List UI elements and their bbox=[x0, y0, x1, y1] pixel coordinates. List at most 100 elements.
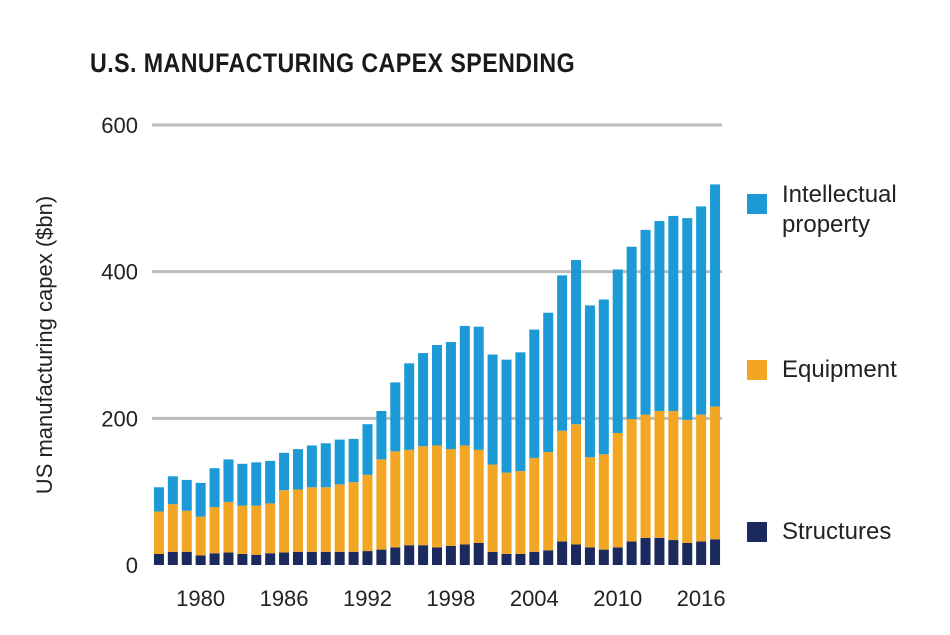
bar-structures-1980 bbox=[195, 555, 206, 565]
chart-title: U.S. MANUFACTURING CAPEX SPENDING bbox=[90, 48, 576, 78]
bar-intellectual-property-1999 bbox=[459, 325, 470, 446]
y-tick-label-400: 400 bbox=[101, 260, 138, 285]
bar-intellectual-property-2007 bbox=[571, 259, 582, 425]
bar-structures-2000 bbox=[473, 543, 484, 565]
bar-intellectual-property-1989 bbox=[320, 443, 331, 488]
bar-equipment-2013 bbox=[654, 411, 665, 538]
bar-intellectual-property-1995 bbox=[404, 363, 415, 450]
bar-equipment-2007 bbox=[571, 424, 582, 545]
bar-structures-2007 bbox=[571, 544, 582, 565]
bar-intellectual-property-1979 bbox=[181, 479, 192, 511]
bar-equipment-1993 bbox=[376, 459, 387, 550]
bar-structures-1994 bbox=[390, 547, 401, 565]
bar-intellectual-property-1977 bbox=[153, 487, 164, 512]
bar-intellectual-property-1991 bbox=[348, 438, 359, 483]
bar-intellectual-property-1997 bbox=[432, 345, 443, 446]
bar-structures-1978 bbox=[167, 551, 178, 565]
bar-equipment-2003 bbox=[515, 471, 526, 554]
bar-structures-2008 bbox=[584, 547, 595, 565]
bar-structures-1983 bbox=[237, 554, 248, 565]
bar-equipment-2010 bbox=[612, 433, 623, 548]
bar-equipment-2016 bbox=[696, 414, 707, 542]
bar-intellectual-property-2011 bbox=[626, 246, 637, 420]
bar-equipment-2012 bbox=[640, 414, 651, 538]
bar-intellectual-property-2004 bbox=[529, 329, 540, 458]
bar-intellectual-property-1980 bbox=[195, 482, 206, 517]
bar-equipment-1999 bbox=[459, 445, 470, 545]
y-axis-ticks: 0 200 400 600 bbox=[101, 113, 138, 578]
x-tick-label-1986: 1986 bbox=[260, 586, 309, 611]
bar-structures-2012 bbox=[640, 537, 651, 565]
bar-equipment-2006 bbox=[557, 430, 568, 542]
bar-structures-2006 bbox=[557, 541, 568, 565]
bar-structures-1982 bbox=[223, 552, 234, 565]
bar-intellectual-property-1981 bbox=[209, 468, 220, 508]
bar-equipment-1997 bbox=[432, 445, 443, 548]
bar-intellectual-property-1994 bbox=[390, 382, 401, 452]
bar-structures-1985 bbox=[265, 553, 276, 565]
bar-intellectual-property-2006 bbox=[557, 275, 568, 431]
bar-intellectual-property-2001 bbox=[487, 354, 498, 465]
bar-intellectual-property-2016 bbox=[696, 206, 707, 415]
bar-intellectual-property-1988 bbox=[306, 445, 317, 488]
bar-equipment-2014 bbox=[668, 411, 679, 541]
bar-structures-2005 bbox=[543, 550, 554, 565]
bar-structures-1999 bbox=[459, 544, 470, 565]
bar-equipment-2005 bbox=[543, 452, 554, 551]
bar-equipment-1986 bbox=[279, 490, 290, 553]
bar-intellectual-property-2010 bbox=[612, 269, 623, 433]
bar-structures-1986 bbox=[279, 552, 290, 565]
bar-structures-1990 bbox=[334, 551, 345, 565]
bar-structures-2003 bbox=[515, 554, 526, 565]
bar-intellectual-property-2005 bbox=[543, 312, 554, 453]
bar-intellectual-property-1985 bbox=[265, 460, 276, 504]
bar-intellectual-property-2009 bbox=[598, 299, 609, 455]
bar-equipment-2009 bbox=[598, 454, 609, 550]
bar-equipment-2015 bbox=[682, 419, 693, 543]
bar-structures-1992 bbox=[362, 551, 373, 565]
bar-structures-1993 bbox=[376, 549, 387, 565]
bar-structures-1988 bbox=[306, 551, 317, 565]
bar-equipment-1978 bbox=[167, 504, 178, 552]
bar-structures-2009 bbox=[598, 549, 609, 565]
bar-equipment-1983 bbox=[237, 505, 248, 554]
legend-swatch-structures bbox=[747, 522, 767, 542]
bar-intellectual-property-1982 bbox=[223, 459, 234, 502]
bar-equipment-2004 bbox=[529, 457, 540, 552]
bar-structures-1984 bbox=[251, 554, 262, 565]
bar-structures-2016 bbox=[696, 541, 707, 565]
y-axis-label: US manufacturing capex ($bn) bbox=[32, 196, 57, 494]
bar-equipment-1995 bbox=[404, 449, 415, 546]
bar-structures-1987 bbox=[292, 551, 303, 565]
x-tick-label-1998: 1998 bbox=[426, 586, 475, 611]
bar-equipment-1985 bbox=[265, 503, 276, 554]
bar-equipment-1998 bbox=[445, 449, 456, 546]
bar-equipment-1982 bbox=[223, 501, 234, 553]
bar-structures-1981 bbox=[209, 553, 220, 565]
bar-structures-1991 bbox=[348, 551, 359, 565]
bar-equipment-1988 bbox=[306, 487, 317, 552]
bar-intellectual-property-1992 bbox=[362, 424, 373, 475]
bar-structures-1977 bbox=[153, 554, 164, 565]
bar-equipment-1989 bbox=[320, 487, 331, 552]
bar-equipment-1977 bbox=[153, 511, 164, 554]
x-tick-label-1980: 1980 bbox=[176, 586, 225, 611]
bar-equipment-1981 bbox=[209, 507, 220, 554]
bar-structures-1995 bbox=[404, 545, 415, 565]
bar-intellectual-property-2003 bbox=[515, 352, 526, 472]
x-tick-label-1992: 1992 bbox=[343, 586, 392, 611]
bar-intellectual-property-2015 bbox=[682, 218, 693, 420]
bar-intellectual-property-1987 bbox=[292, 449, 303, 490]
bar-intellectual-property-1998 bbox=[445, 342, 456, 450]
legend: Intellectual property Equipment Structur… bbox=[747, 181, 897, 545]
bar-equipment-2011 bbox=[626, 419, 637, 542]
bar-structures-2013 bbox=[654, 537, 665, 565]
bar-intellectual-property-2014 bbox=[668, 215, 679, 411]
bar-equipment-1994 bbox=[390, 451, 401, 548]
legend-label-intellectual-property-line1: Intellectual bbox=[782, 181, 897, 208]
bar-intellectual-property-1993 bbox=[376, 411, 387, 460]
bar-equipment-2002 bbox=[501, 472, 512, 554]
bar-intellectual-property-1978 bbox=[167, 476, 178, 505]
bar-intellectual-property-1986 bbox=[279, 452, 290, 491]
